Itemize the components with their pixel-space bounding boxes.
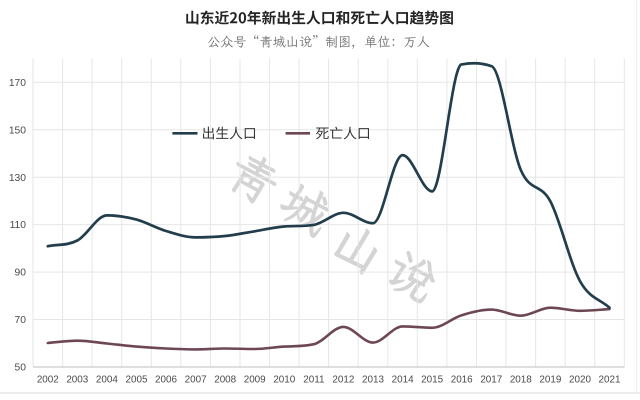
svg-text:2007: 2007 bbox=[185, 374, 207, 385]
svg-text:2002: 2002 bbox=[37, 374, 59, 385]
svg-text:2003: 2003 bbox=[66, 374, 88, 385]
svg-text:2015: 2015 bbox=[421, 374, 443, 385]
svg-text:2013: 2013 bbox=[362, 374, 384, 385]
svg-text:50: 50 bbox=[15, 363, 27, 374]
svg-text:2016: 2016 bbox=[451, 374, 473, 385]
svg-text:2004: 2004 bbox=[96, 374, 118, 385]
svg-text:130: 130 bbox=[9, 173, 26, 184]
svg-text:2021: 2021 bbox=[599, 374, 621, 385]
svg-text:2017: 2017 bbox=[480, 374, 502, 385]
svg-text:2008: 2008 bbox=[214, 374, 236, 385]
svg-text:110: 110 bbox=[10, 220, 27, 231]
svg-text:2011: 2011 bbox=[303, 374, 325, 385]
svg-text:2012: 2012 bbox=[332, 374, 354, 385]
svg-text:2018: 2018 bbox=[510, 374, 532, 385]
svg-text:2010: 2010 bbox=[273, 374, 295, 385]
svg-text:2020: 2020 bbox=[569, 374, 591, 385]
svg-text:2019: 2019 bbox=[539, 374, 561, 385]
svg-text:170: 170 bbox=[9, 78, 26, 89]
svg-text:2009: 2009 bbox=[244, 374, 266, 385]
svg-text:2005: 2005 bbox=[126, 374, 148, 385]
svg-text:70: 70 bbox=[15, 315, 27, 326]
svg-text:2014: 2014 bbox=[392, 374, 414, 385]
svg-text:150: 150 bbox=[9, 125, 26, 136]
svg-text:2006: 2006 bbox=[155, 374, 177, 385]
svg-text:90: 90 bbox=[15, 268, 27, 279]
